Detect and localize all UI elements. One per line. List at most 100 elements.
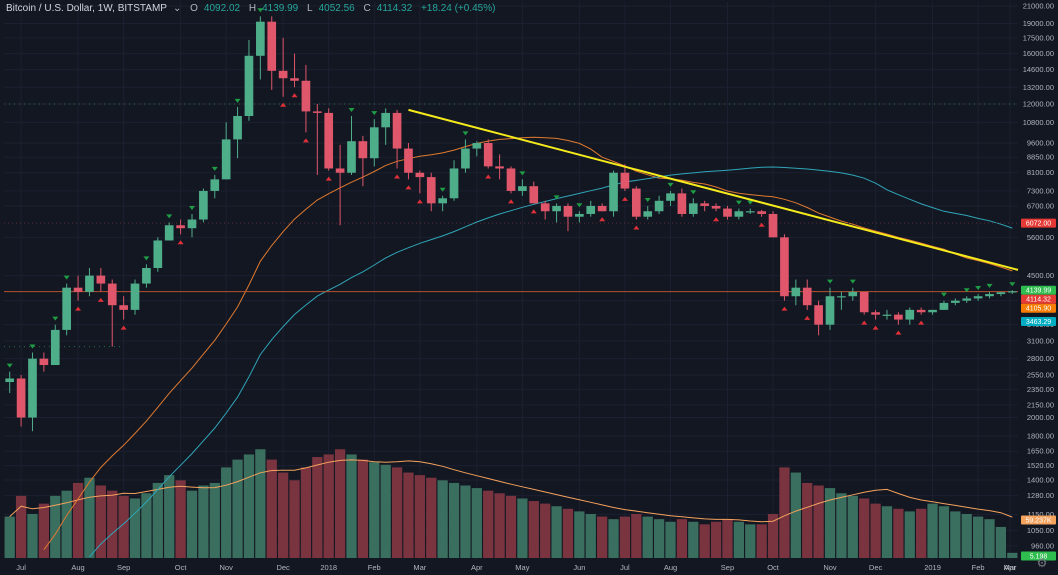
candle-body bbox=[939, 302, 949, 310]
volume-bar bbox=[995, 526, 1007, 558]
time-axis-background bbox=[0, 560, 1058, 575]
time-tick-label: Oct bbox=[767, 563, 780, 572]
volume-bar bbox=[505, 495, 517, 558]
candle-body bbox=[540, 203, 550, 212]
volume-bar bbox=[380, 464, 391, 558]
volume-bar bbox=[346, 454, 357, 558]
candle-body bbox=[859, 291, 869, 313]
candle-body bbox=[620, 172, 630, 189]
volume-bar bbox=[369, 462, 380, 558]
volume-bar bbox=[357, 459, 369, 558]
candle-body bbox=[324, 112, 334, 169]
candle-body bbox=[837, 296, 846, 298]
volume-bar bbox=[642, 516, 653, 558]
volume-bar bbox=[38, 503, 50, 558]
candle-body bbox=[404, 148, 413, 173]
volume-tag bbox=[1021, 515, 1056, 525]
volume-bar bbox=[528, 501, 539, 558]
td-sell-arrow bbox=[519, 171, 526, 176]
candle-body bbox=[757, 211, 766, 214]
candle-body bbox=[825, 296, 835, 325]
candle-body bbox=[529, 186, 539, 204]
candle-body bbox=[449, 168, 459, 199]
trendline[interactable] bbox=[408, 108, 1019, 271]
volume-bar bbox=[164, 475, 175, 558]
volume-bar bbox=[198, 485, 209, 558]
volume-bar bbox=[859, 498, 870, 558]
volume-bar bbox=[551, 506, 562, 558]
candle-body bbox=[290, 78, 299, 81]
candle-body bbox=[358, 141, 368, 159]
td-sequential-markers bbox=[6, 8, 1016, 368]
price-tick-label: 1520.00 bbox=[1027, 461, 1054, 470]
price-tick-label: 6700.00 bbox=[1027, 201, 1054, 210]
volume-bar bbox=[471, 488, 482, 558]
candle-body bbox=[552, 205, 561, 212]
candle-body bbox=[210, 179, 220, 191]
td-sell-arrow bbox=[553, 195, 560, 200]
candle-body bbox=[951, 300, 960, 303]
td-sell-arrow bbox=[644, 197, 651, 202]
time-axis[interactable]: Jul Aug Sep Oct Nov Dec 2018 Feb Mar Apr May Jun Jul… bbox=[0, 560, 1058, 575]
volume-bar bbox=[483, 490, 494, 558]
time-tick-label: Sep bbox=[721, 563, 734, 572]
candle-body bbox=[347, 141, 356, 173]
volume-bar bbox=[779, 467, 790, 558]
candle-body bbox=[426, 177, 436, 204]
moving-averages bbox=[4, 103, 1018, 558]
candle-body bbox=[312, 111, 322, 113]
time-tick-label: Feb bbox=[368, 563, 381, 572]
volume-bar bbox=[84, 477, 95, 558]
volume-bar bbox=[27, 513, 38, 558]
td-sell-arrow bbox=[29, 344, 36, 349]
descending-trendline bbox=[408, 108, 1019, 271]
td-buy-arrow bbox=[120, 325, 127, 330]
td-sell-arrow bbox=[143, 256, 150, 261]
volume-bar bbox=[517, 498, 528, 558]
candle-body bbox=[894, 314, 903, 320]
td-buy-arrow bbox=[291, 93, 298, 98]
symbol-title[interactable]: Bitcoin / U.S. Dollar, 1W, BITSTAMP bbox=[6, 3, 167, 14]
volume-bar bbox=[585, 513, 596, 558]
volume-tag-label: 59.237K bbox=[1025, 518, 1051, 525]
settings-gear-icon[interactable]: ⚙ bbox=[1036, 556, 1048, 570]
symbol-dropdown-icon[interactable]: ⌄ bbox=[172, 3, 182, 14]
volume-bar bbox=[175, 480, 186, 558]
price-tick-label: 4500.00 bbox=[1027, 271, 1054, 280]
td-sell-arrow bbox=[963, 288, 970, 293]
volume-bar bbox=[790, 472, 801, 558]
price-tick-label: 1050.00 bbox=[1027, 526, 1054, 535]
candle-body bbox=[28, 358, 37, 418]
candle-body bbox=[381, 112, 391, 128]
volume-bar bbox=[266, 459, 277, 558]
volume-bar bbox=[950, 511, 961, 558]
volume-bar bbox=[802, 482, 813, 558]
candle-body bbox=[916, 309, 926, 313]
volume-bar bbox=[904, 511, 915, 558]
time-tick-label: 2019 bbox=[924, 563, 941, 572]
time-tick-label: Apr bbox=[1004, 563, 1016, 572]
td-sell-arrow bbox=[63, 275, 70, 280]
td-buy-arrow bbox=[405, 185, 412, 190]
volume-bar bbox=[688, 521, 699, 558]
td-sell-arrow bbox=[667, 182, 674, 187]
volume-bar bbox=[15, 495, 27, 558]
candle-body bbox=[267, 21, 277, 71]
volume-bar bbox=[893, 508, 904, 558]
price-tick-label: 2550.00 bbox=[1027, 371, 1054, 380]
td-buy-arrow bbox=[394, 174, 401, 179]
volume-bar bbox=[414, 475, 425, 558]
time-tick-label: Feb bbox=[972, 563, 985, 572]
price-tick-label: 1650.00 bbox=[1027, 447, 1054, 456]
low-label: L bbox=[307, 3, 313, 14]
candle-body bbox=[107, 283, 117, 306]
td-buy-arrow bbox=[804, 315, 811, 320]
close-value: 4114.32 bbox=[376, 3, 413, 14]
td-sell-arrow bbox=[188, 205, 195, 210]
time-tick-label: Nov bbox=[219, 563, 233, 572]
candle-body bbox=[688, 203, 698, 214]
volume-bar bbox=[710, 521, 722, 558]
volume-bar bbox=[61, 490, 72, 558]
candle-body bbox=[495, 166, 504, 169]
